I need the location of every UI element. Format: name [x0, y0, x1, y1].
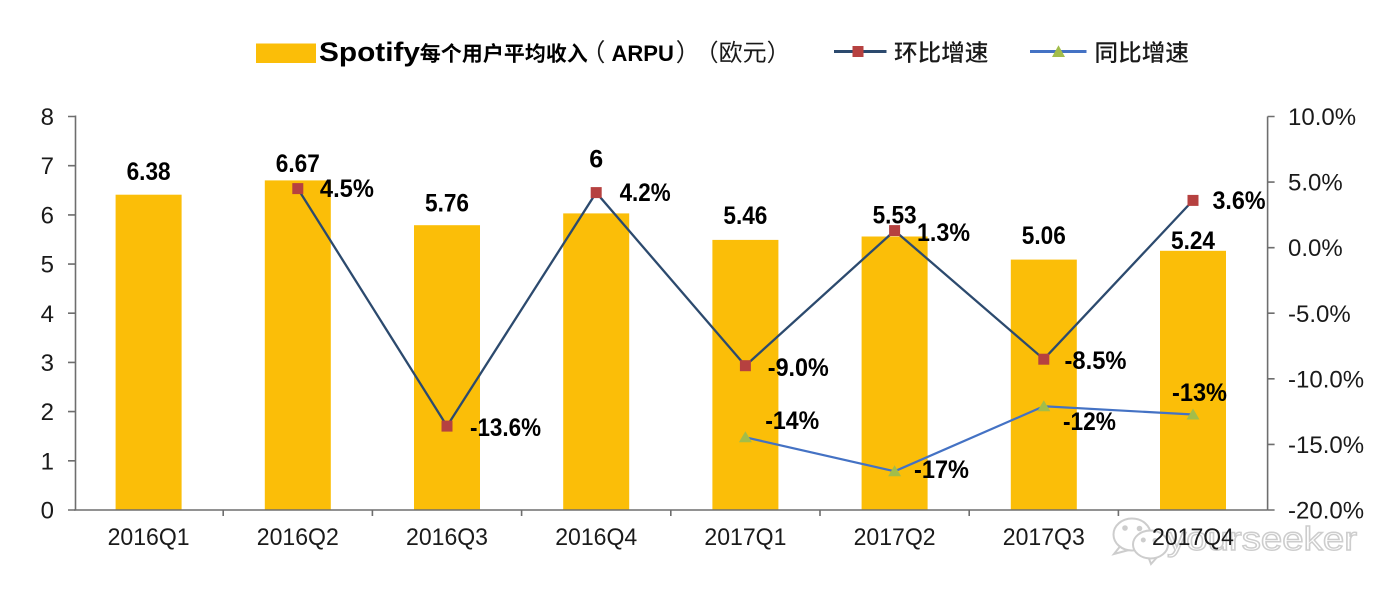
- svg-text:-13.6%: -13.6%: [470, 414, 541, 442]
- svg-text:-20.0%: -20.0%: [1288, 498, 1364, 525]
- svg-text:2016Q2: 2016Q2: [257, 524, 339, 551]
- svg-text:yourseeker: yourseeker: [1167, 520, 1357, 557]
- svg-text:2016Q1: 2016Q1: [108, 524, 190, 551]
- svg-text:-10.0%: -10.0%: [1288, 366, 1364, 393]
- svg-text:0.0%: 0.0%: [1288, 235, 1343, 262]
- svg-text:6.38: 6.38: [127, 158, 171, 186]
- svg-text:1.3%: 1.3%: [917, 219, 970, 247]
- svg-text:7: 7: [41, 153, 54, 180]
- svg-text:5.06: 5.06: [1022, 222, 1066, 250]
- svg-text:1: 1: [41, 448, 54, 475]
- svg-text:-8.5%: -8.5%: [1065, 347, 1127, 375]
- svg-text:5.0%: 5.0%: [1288, 170, 1343, 197]
- svg-text:2: 2: [41, 399, 54, 426]
- svg-text:4.2%: 4.2%: [620, 179, 671, 207]
- svg-text:-13%: -13%: [1172, 379, 1227, 407]
- svg-text:4: 4: [41, 301, 54, 328]
- svg-text:5: 5: [41, 252, 54, 279]
- svg-text:-14%: -14%: [765, 407, 819, 435]
- svg-text:2017Q4: 2017Q4: [1152, 524, 1234, 551]
- svg-text:3: 3: [41, 350, 54, 377]
- svg-text:2017Q3: 2017Q3: [1003, 524, 1085, 551]
- svg-text:0: 0: [41, 498, 54, 525]
- svg-text:Spotify: Spotify: [319, 37, 420, 67]
- svg-text:-9.0%: -9.0%: [768, 354, 829, 382]
- svg-text:ARPU: ARPU: [612, 41, 674, 66]
- svg-text:2016Q4: 2016Q4: [555, 524, 637, 551]
- svg-text:2016Q3: 2016Q3: [406, 524, 488, 551]
- svg-text:8: 8: [41, 104, 54, 131]
- svg-text:2017Q2: 2017Q2: [854, 524, 936, 551]
- svg-text:-17%: -17%: [914, 456, 969, 484]
- svg-text:6.67: 6.67: [276, 150, 320, 178]
- svg-text:6: 6: [41, 202, 54, 229]
- svg-text:6: 6: [589, 146, 603, 174]
- svg-text:2017Q1: 2017Q1: [704, 524, 786, 551]
- svg-text:5.24: 5.24: [1171, 227, 1215, 255]
- svg-text:5.76: 5.76: [425, 190, 469, 218]
- svg-text:-5.0%: -5.0%: [1288, 301, 1351, 328]
- svg-text:-15.0%: -15.0%: [1288, 432, 1364, 459]
- svg-text:4.5%: 4.5%: [320, 175, 374, 203]
- svg-text:5.53: 5.53: [873, 202, 917, 230]
- svg-text:3.6%: 3.6%: [1213, 187, 1266, 215]
- svg-text:5.46: 5.46: [723, 202, 767, 230]
- svg-text:-12%: -12%: [1063, 408, 1116, 436]
- svg-text:10.0%: 10.0%: [1288, 104, 1356, 131]
